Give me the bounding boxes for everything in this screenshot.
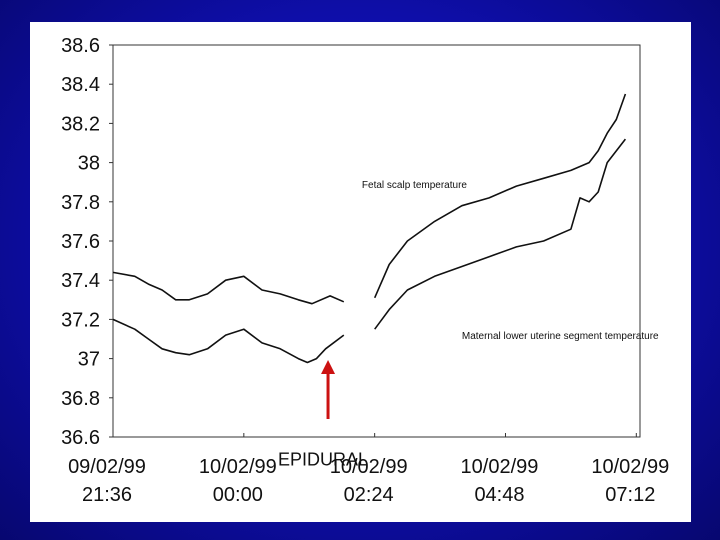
y-tick-label: 36.8 (61, 388, 100, 410)
fetal-temperature-line (112, 93, 627, 305)
x-tick-time-label: 00:00 (213, 484, 263, 506)
x-tick-date-label: 10/02/99 (461, 456, 539, 478)
y-tick-label: 38.6 (61, 35, 100, 57)
y-tick-label: 38.2 (61, 113, 100, 135)
x-tick-date-label: 10/02/99 (330, 456, 408, 478)
y-tick-label: 38.4 (61, 74, 100, 96)
y-tick-label: 37.4 (61, 270, 100, 292)
chart-figure: 38.6 38.4 38.2 38 37.8 37.6 37.4 37.2 37 36.8 36.6… (61, 35, 669, 506)
x-tick-time-label: 04:48 (474, 484, 524, 506)
series-annotation: Fetal scalp temperature (362, 180, 467, 191)
x-tick-date-label: 10/02/99 (591, 456, 669, 478)
x-tick-time-label: 07:12 (605, 484, 655, 506)
x-tick-date-label: 09/02/99 (68, 456, 146, 478)
chart-panel: 38.6 38.4 38.2 38 37.8 37.6 37.4 37.2 37 36.8 36.6… (30, 22, 691, 522)
x-tick-time-label: 21:36 (82, 484, 132, 506)
epidural-label: EPIDURAL (278, 449, 368, 469)
epidural-arrow-head (321, 360, 336, 374)
x-axis-ticks: 09/02/99 21:36 10/02/99 00:00 10/02/99 02:24 1… (68, 433, 669, 506)
x-tick-time-label: 02:24 (344, 484, 394, 506)
series-lines (112, 93, 627, 364)
maternal-temperature-line (112, 138, 627, 364)
y-tick-label: 38 (78, 153, 100, 175)
y-tick-label: 37.6 (61, 231, 100, 253)
y-tick-label: 36.6 (61, 427, 100, 449)
y-tick-label: 37.2 (61, 309, 100, 331)
y-axis-ticks: 38.6 38.4 38.2 38 37.8 37.6 37.4 37.2 37 36.8 36.6 (61, 35, 113, 449)
y-tick-label: 37.8 (61, 192, 100, 214)
x-tick-date-label: 10/02/99 (199, 456, 277, 478)
plot-frame (112, 44, 641, 438)
annotations: Fetal scalp temperature Maternal lower ut… (278, 180, 659, 469)
y-tick-label: 37 (78, 349, 100, 371)
series-annotation: Maternal lower uterine segment temperatu… (462, 331, 659, 342)
